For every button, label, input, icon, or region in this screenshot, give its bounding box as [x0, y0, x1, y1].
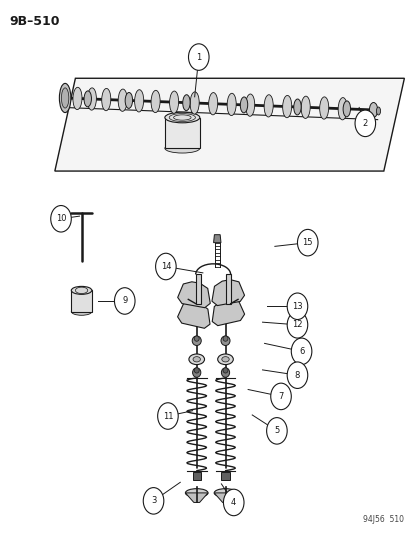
Ellipse shape — [125, 93, 132, 108]
Circle shape — [114, 288, 135, 314]
Text: 14: 14 — [160, 262, 171, 271]
Circle shape — [291, 338, 311, 365]
Text: 94J56  510: 94J56 510 — [363, 515, 404, 523]
Bar — [225, 274, 230, 304]
Ellipse shape — [223, 368, 228, 373]
Ellipse shape — [190, 92, 199, 114]
Ellipse shape — [194, 368, 199, 373]
Text: 13: 13 — [292, 302, 302, 311]
Text: 4: 4 — [230, 498, 236, 507]
Text: 8: 8 — [294, 370, 299, 379]
Ellipse shape — [192, 368, 200, 377]
Text: 7: 7 — [278, 392, 283, 401]
Text: 12: 12 — [292, 320, 302, 329]
Ellipse shape — [192, 336, 201, 345]
Polygon shape — [177, 282, 210, 308]
Ellipse shape — [192, 357, 200, 362]
Ellipse shape — [61, 88, 69, 108]
Ellipse shape — [169, 91, 178, 114]
Circle shape — [155, 253, 176, 280]
Ellipse shape — [208, 93, 217, 115]
Polygon shape — [213, 235, 221, 243]
Circle shape — [297, 229, 317, 256]
Ellipse shape — [214, 489, 236, 497]
Ellipse shape — [71, 286, 92, 294]
Bar — [164, 117, 199, 148]
Ellipse shape — [185, 489, 207, 497]
Text: 1: 1 — [196, 53, 201, 62]
Circle shape — [188, 44, 209, 70]
Ellipse shape — [73, 87, 82, 110]
Ellipse shape — [59, 83, 71, 112]
Ellipse shape — [151, 91, 160, 112]
Text: 6: 6 — [298, 347, 304, 356]
Ellipse shape — [375, 107, 380, 115]
Text: 5: 5 — [274, 426, 279, 435]
Circle shape — [157, 403, 178, 429]
Ellipse shape — [134, 90, 143, 112]
Text: 11: 11 — [162, 411, 173, 421]
Ellipse shape — [245, 94, 254, 116]
Ellipse shape — [194, 336, 199, 341]
Ellipse shape — [342, 101, 350, 117]
Ellipse shape — [227, 93, 236, 116]
Bar — [221, 472, 229, 480]
Polygon shape — [185, 493, 207, 503]
Ellipse shape — [337, 98, 347, 120]
Ellipse shape — [102, 88, 111, 111]
Ellipse shape — [118, 89, 127, 111]
Circle shape — [223, 489, 243, 516]
Circle shape — [287, 312, 307, 338]
Ellipse shape — [368, 102, 377, 117]
Ellipse shape — [300, 96, 309, 118]
Circle shape — [270, 383, 291, 410]
Polygon shape — [212, 299, 244, 326]
Circle shape — [354, 110, 375, 136]
Polygon shape — [214, 493, 236, 503]
Text: 3: 3 — [150, 496, 156, 505]
Polygon shape — [211, 280, 244, 305]
Circle shape — [266, 418, 287, 444]
Ellipse shape — [293, 99, 300, 115]
Text: 15: 15 — [302, 238, 312, 247]
Ellipse shape — [221, 336, 230, 345]
Polygon shape — [55, 78, 404, 171]
Circle shape — [143, 488, 164, 514]
Ellipse shape — [240, 97, 247, 113]
Circle shape — [287, 293, 307, 319]
Ellipse shape — [221, 368, 229, 377]
Ellipse shape — [217, 354, 233, 365]
Bar — [71, 290, 92, 312]
Ellipse shape — [221, 357, 229, 362]
Ellipse shape — [164, 112, 199, 123]
Ellipse shape — [84, 91, 91, 107]
Ellipse shape — [282, 95, 291, 118]
Bar — [195, 274, 200, 304]
Text: 10: 10 — [56, 214, 66, 223]
Circle shape — [287, 362, 307, 389]
Circle shape — [51, 206, 71, 232]
Ellipse shape — [223, 336, 228, 341]
Ellipse shape — [319, 97, 328, 119]
Text: 9: 9 — [122, 296, 127, 305]
Text: 2: 2 — [362, 119, 367, 128]
Polygon shape — [177, 302, 209, 328]
Ellipse shape — [263, 95, 273, 117]
Ellipse shape — [164, 143, 199, 153]
Ellipse shape — [182, 95, 190, 111]
Bar — [192, 472, 200, 480]
Text: 9B–510: 9B–510 — [9, 14, 60, 28]
Ellipse shape — [188, 354, 204, 365]
Ellipse shape — [87, 88, 96, 110]
Ellipse shape — [71, 308, 92, 316]
